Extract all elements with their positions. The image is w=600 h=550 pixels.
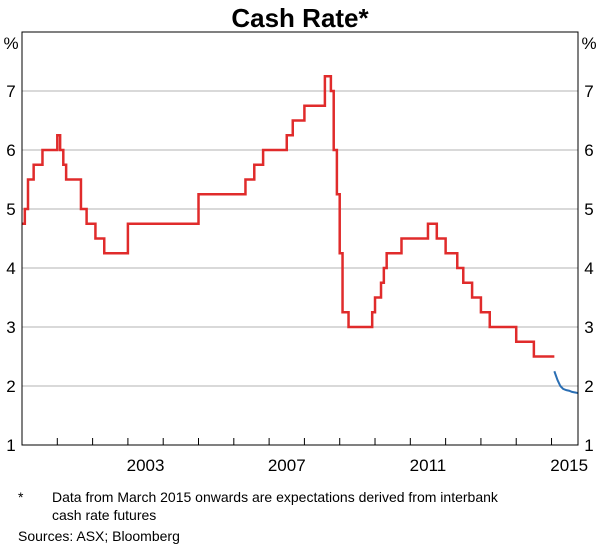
- x-tick-label-2011: 2011: [410, 456, 447, 475]
- x-tick-label-2007: 2007: [268, 456, 306, 475]
- y-tick-label-right-7: 7: [584, 82, 593, 101]
- plot-frame: [21, 31, 579, 446]
- y-tick-label-right-1: 1: [584, 436, 593, 455]
- footnote-marker: *: [18, 489, 24, 505]
- expected-cash-rate-line: [553, 370, 579, 395]
- y-axis-unit-left: %: [3, 34, 18, 53]
- x-tick-label-2003: 2003: [127, 456, 165, 475]
- y-tick-label-left-6: 6: [6, 141, 15, 160]
- x-tick-label-2015: 2015: [550, 456, 588, 475]
- x-axis-ticks: 2003 2007 2011 2015: [21, 438, 588, 475]
- gridlines: [22, 90, 578, 387]
- y-tick-label-left-3: 3: [6, 318, 15, 337]
- y-axis-unit-right: %: [581, 34, 596, 53]
- sources-note: Sources: ASX; Bloomberg: [18, 528, 180, 544]
- y-tick-label-right-4: 4: [584, 259, 593, 278]
- y-tick-label-right-5: 5: [584, 200, 593, 219]
- y-tick-label-right-6: 6: [584, 141, 593, 160]
- actual-cash-rate-line: [22, 75, 555, 358]
- y-axis-ticks: 1 1 2 2 3 3 4 4 5 5 6 6 7 7: [6, 82, 593, 455]
- y-tick-label-left-1: 1: [6, 436, 15, 455]
- y-tick-label-left-5: 5: [6, 200, 15, 219]
- series-layer: [22, 75, 579, 395]
- y-tick-label-right-2: 2: [584, 377, 593, 396]
- y-tick-label-left-7: 7: [6, 82, 15, 101]
- y-tick-label-right-3: 3: [584, 318, 593, 337]
- y-tick-label-left-2: 2: [6, 377, 15, 396]
- y-tick-label-left-4: 4: [6, 259, 15, 278]
- chart-title: Cash Rate*: [231, 3, 369, 33]
- footnote: Data from March 2015 onwards are expecta…: [52, 489, 498, 523]
